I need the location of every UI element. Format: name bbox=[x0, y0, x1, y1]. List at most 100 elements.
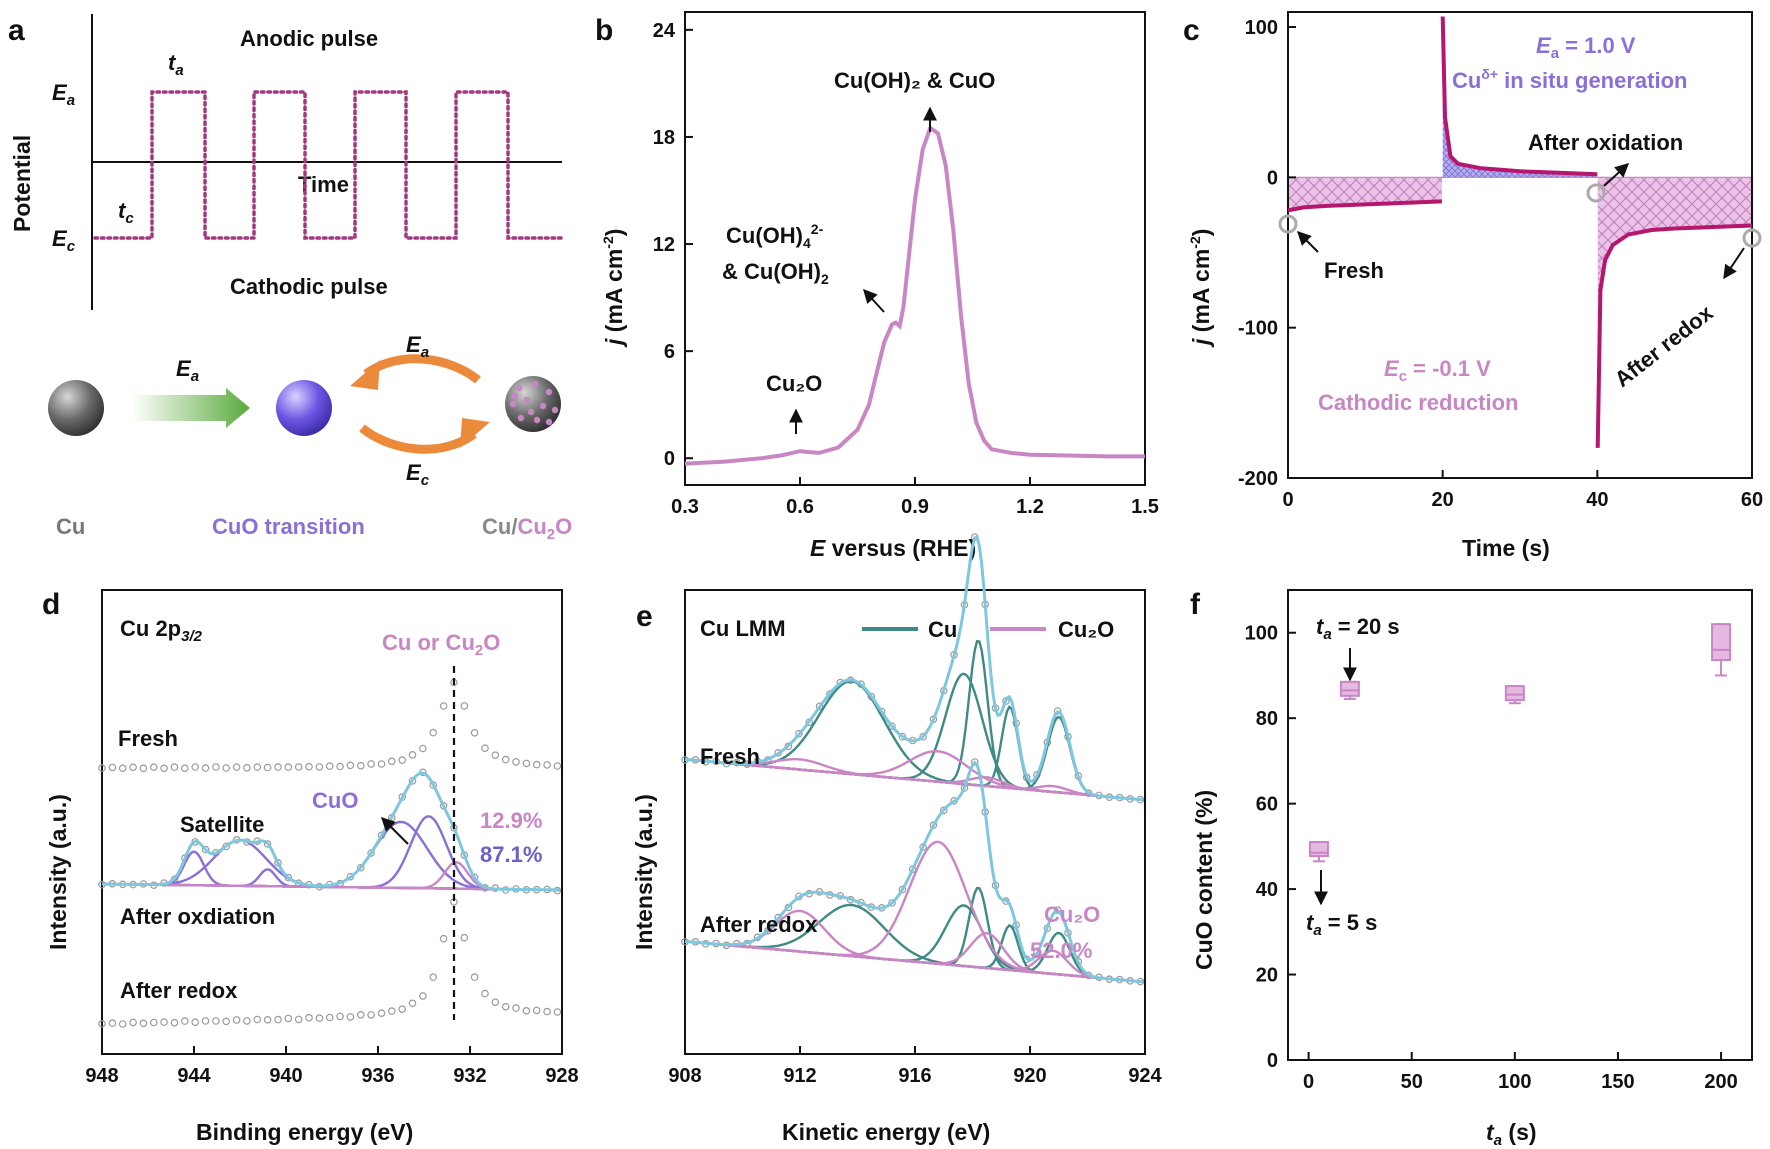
redox-circle bbox=[243, 1017, 251, 1025]
panel-f-ylabel: CuO content (%) bbox=[1191, 790, 1217, 970]
cu-caption: Cu bbox=[56, 514, 85, 539]
after-oxidation-arrow bbox=[1603, 163, 1630, 187]
redox-circle bbox=[398, 1005, 407, 1014]
b-ytick-label-1: 6 bbox=[664, 341, 675, 363]
cu2o-dot-1 bbox=[531, 380, 539, 388]
panel-c-xlabel: Time (s) bbox=[1462, 535, 1550, 561]
redox-circle bbox=[263, 1015, 272, 1024]
peak-cuoh2-cuo-label: Cu(OH)₂ & CuO bbox=[834, 68, 995, 93]
oxid-envelope bbox=[102, 771, 560, 892]
f-xtick-label-0: 0 bbox=[1303, 1071, 1314, 1093]
oxid-circle bbox=[367, 849, 375, 857]
redox-circle bbox=[253, 1015, 262, 1024]
redox-circle bbox=[191, 1018, 200, 1027]
redox-circle bbox=[532, 1006, 541, 1015]
c-xtick-label-2: 40 bbox=[1586, 489, 1608, 511]
cu2o-dot-7 bbox=[517, 414, 525, 422]
fresh-cu-peak-1 bbox=[684, 672, 1143, 801]
f-point-box-1 bbox=[1339, 680, 1360, 697]
cuo-arrow bbox=[381, 817, 409, 845]
panel-f-points bbox=[1308, 623, 1732, 863]
panel-d-spectra bbox=[98, 678, 562, 1028]
redox-circle bbox=[460, 933, 469, 942]
c-xtick-label-1: 20 bbox=[1432, 489, 1454, 511]
panel-d-ticks: 948 944 940 936 932 928 bbox=[85, 1046, 579, 1087]
legend-cu-label: Cu bbox=[928, 617, 957, 642]
panel-c-ticks: 0 20 40 60 -200 -100 0 100 bbox=[1238, 17, 1763, 511]
fresh-circle bbox=[201, 764, 210, 772]
ec-level-label: Ec bbox=[52, 226, 76, 255]
fresh-circle bbox=[460, 702, 469, 710]
fresh-circle bbox=[222, 764, 231, 772]
panel-d-frame bbox=[101, 589, 563, 1055]
fresh-circle bbox=[263, 763, 272, 772]
panel-f-frame bbox=[1287, 589, 1753, 1061]
panel-d-title: Cu 2p3/2 bbox=[120, 616, 203, 645]
e-xtick-label-2: 916 bbox=[898, 1065, 931, 1087]
cuo-percent-label: 87.1% bbox=[480, 842, 542, 867]
fresh-lmm-label: Fresh bbox=[700, 744, 760, 769]
cu2o-percent-label: 12.9% bbox=[480, 808, 542, 833]
redox-circle bbox=[501, 1002, 510, 1011]
panel-a-letter: a bbox=[8, 14, 25, 47]
fresh-circle bbox=[898, 732, 907, 741]
panel-c-letter: c bbox=[1183, 14, 1200, 47]
panel-b-xlabel: E versus (RHE) bbox=[810, 535, 976, 561]
redox-circle bbox=[118, 1020, 127, 1028]
redox-circle bbox=[470, 973, 479, 981]
cu2o-dot-11 bbox=[511, 392, 519, 400]
redox-circle bbox=[150, 1018, 158, 1027]
fresh-circle bbox=[501, 755, 510, 764]
after-oxidation-spectrum-label: After oxdiation bbox=[120, 904, 275, 929]
fresh-circle bbox=[346, 761, 355, 770]
f-xtick-label-1: 50 bbox=[1401, 1071, 1423, 1093]
redox-circle bbox=[139, 1019, 148, 1028]
peak-cu2o-label: Cu₂O bbox=[766, 371, 822, 396]
f-point-box-3 bbox=[1711, 623, 1732, 662]
c-xtick-label-3: 60 bbox=[1741, 489, 1763, 511]
redox-circle bbox=[888, 899, 896, 907]
f-xtick-label-3: 150 bbox=[1601, 1071, 1634, 1093]
fresh-circle bbox=[191, 763, 200, 771]
redox-circle bbox=[98, 1019, 106, 1028]
e-xtick-label-3: 920 bbox=[1013, 1065, 1046, 1087]
redox-circle bbox=[212, 1017, 220, 1025]
d-xtick-label-3: 936 bbox=[361, 1065, 394, 1087]
redox-circle bbox=[377, 1009, 386, 1018]
peak-cuoh2-label: & Cu(OH)2 bbox=[722, 259, 829, 287]
fresh-circle bbox=[543, 761, 551, 769]
panel-b-ticks: 0.3 0.6 0.9 1.2 1.5 0 6 12 18 24 bbox=[653, 20, 1159, 518]
cuo-sphere bbox=[276, 380, 332, 436]
ea-green-arrow bbox=[132, 388, 250, 428]
cu-sphere bbox=[48, 380, 104, 436]
orange-arrow-bottom bbox=[359, 424, 477, 454]
panel-c: c 0 20 40 60 -200 -100 0 100 Time (s) j (mA cm-… bbox=[1183, 11, 1763, 561]
fresh-circle bbox=[129, 763, 137, 772]
redox-circle bbox=[315, 1014, 324, 1022]
ta-20-label: ta = 20 s bbox=[1316, 614, 1400, 643]
redox-circle bbox=[491, 998, 500, 1007]
fresh-circle bbox=[315, 763, 324, 771]
fresh-circle bbox=[491, 751, 500, 760]
redox-circle bbox=[481, 989, 489, 998]
after-redox-spectrum-label: After redox bbox=[120, 978, 238, 1003]
redox-circle bbox=[408, 999, 417, 1008]
f-point-box-2 bbox=[1504, 685, 1525, 702]
b-ytick-label-0: 0 bbox=[664, 448, 675, 470]
redox-circle bbox=[1053, 906, 1062, 915]
fresh-circle bbox=[408, 750, 417, 759]
cuo-transition-caption: CuO transition bbox=[212, 514, 365, 539]
cu2o-dot-3 bbox=[509, 400, 517, 408]
panel-f-ticks: 0 50 100 150 200 0 20 40 60 80 100 bbox=[1245, 623, 1738, 1093]
after-oxidation-marker bbox=[1586, 183, 1606, 203]
fresh-label: Fresh bbox=[1324, 258, 1384, 283]
cathodic-pulse-label: Cathodic pulse bbox=[230, 274, 388, 299]
orange-arrow-top bbox=[363, 354, 481, 384]
pulse-waveform bbox=[93, 90, 564, 240]
fresh-arrow bbox=[1297, 231, 1319, 253]
fresh-circle bbox=[439, 702, 448, 710]
tc-label: tc bbox=[118, 198, 134, 227]
e-xtick-label-1: 912 bbox=[783, 1065, 816, 1087]
cu2o-dot-8 bbox=[533, 416, 541, 424]
c-ytick-label-1: -100 bbox=[1238, 318, 1278, 340]
